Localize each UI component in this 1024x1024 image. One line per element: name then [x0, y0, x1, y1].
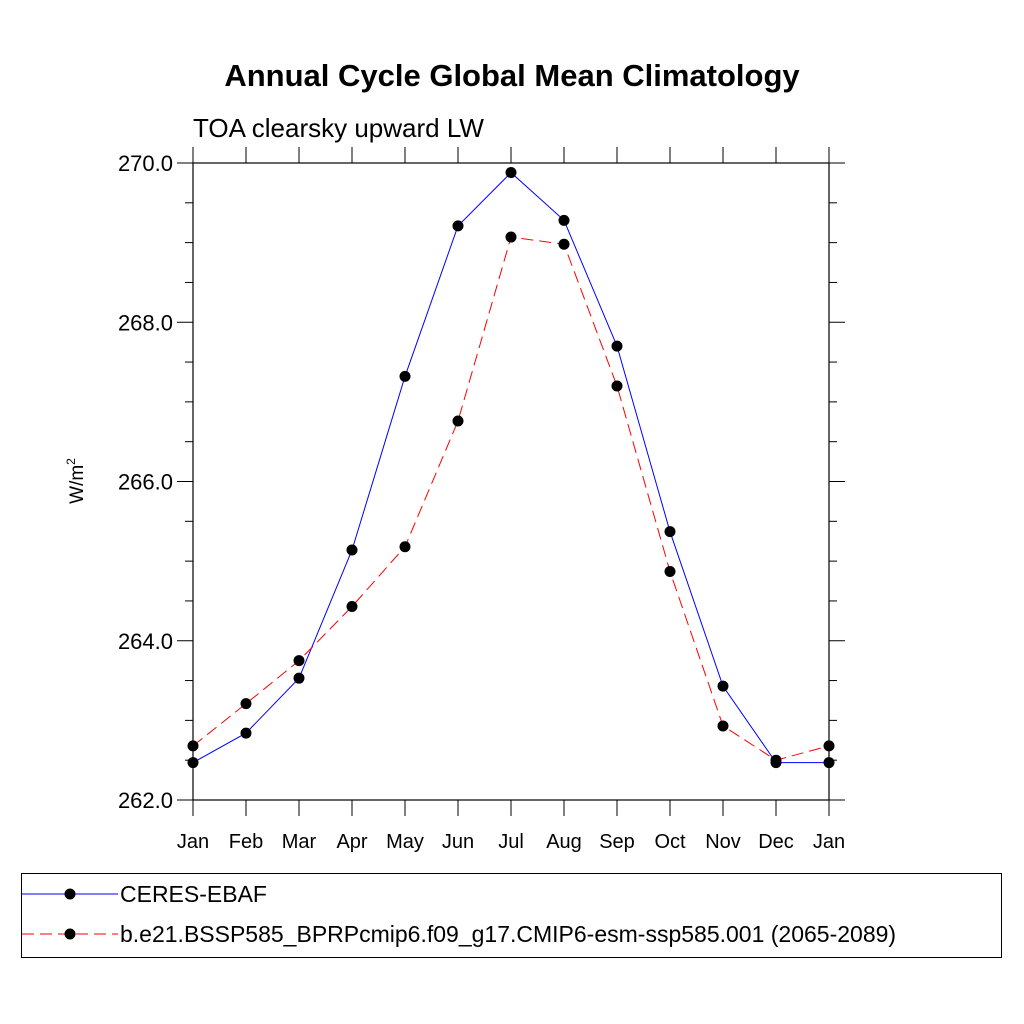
plot-frame [192, 162, 830, 801]
line-chart: 262.0 264.0 266.0 268.0 270.0 Jan Feb Mar Apr Ma… [64, 147, 845, 853]
series-1-point [346, 601, 358, 613]
x-tick-marks [192, 147, 830, 816]
series-1-point [452, 415, 464, 427]
y-axis-label: W/m2 [64, 458, 88, 504]
series-1-point [611, 380, 623, 392]
y-tick-marks [177, 162, 845, 801]
series-0-point [293, 672, 305, 684]
legend-swatch-ceres [22, 888, 118, 900]
legend-item-ceres: CERES-EBAF [22, 879, 267, 909]
legend: CERES-EBAF b.e21.BSSP585_BPRPcmip6.f09_g… [21, 873, 1002, 958]
y-tick-label: 266.0 [118, 470, 173, 495]
x-tick-label: May [386, 831, 424, 853]
x-tick-label: Dec [758, 831, 794, 853]
series-layer [187, 167, 835, 769]
legend-item-model: b.e21.BSSP585_BPRPcmip6.f09_g17.CMIP6-es… [22, 919, 896, 949]
series-1-point [770, 754, 782, 766]
series-0-point [611, 340, 623, 352]
series-0-point [452, 220, 464, 232]
series-0-point [505, 167, 517, 179]
x-tick-label: Oct [654, 831, 686, 853]
legend-label-model: b.e21.BSSP585_BPRPcmip6.f09_g17.CMIP6-es… [120, 920, 897, 947]
y-tick-label: 264.0 [118, 629, 173, 654]
series-1-point [558, 238, 570, 250]
x-tick-label: Nov [705, 831, 741, 853]
series-1-point [240, 698, 252, 710]
x-tick-label: Jan [813, 831, 845, 853]
series-1-point [717, 720, 729, 732]
chart-subtitle: TOA clearsky upward LW [193, 113, 484, 143]
x-tick-labels: Jan Feb Mar Apr May Jun Jul Aug Sep Oct Nov Dec Jan [177, 831, 845, 853]
legend-label-ceres: CERES-EBAF [120, 880, 267, 907]
series-0-point [664, 526, 676, 538]
series-0-point [823, 757, 835, 769]
legend-swatch-model [22, 928, 118, 940]
x-tick-label: Jun [442, 831, 474, 853]
x-tick-label: Jan [177, 831, 209, 853]
y-tick-label: 268.0 [118, 310, 173, 335]
x-tick-label: Jul [498, 831, 524, 853]
series-0-point [346, 544, 358, 556]
y-tick-labels: 262.0 264.0 266.0 268.0 270.0 [118, 151, 173, 813]
series-1-point [664, 565, 676, 577]
series-0-point [187, 757, 199, 769]
series-1-point [505, 231, 517, 243]
series-0-point [399, 370, 411, 382]
series-line-1 [192, 236, 830, 761]
y-axis-label-sup: 2 [64, 458, 78, 465]
series-0-point [717, 680, 729, 692]
y-tick-label: 262.0 [118, 788, 173, 813]
series-0-point [558, 214, 570, 226]
series-0-point [240, 727, 252, 739]
series-1-point [823, 740, 835, 752]
x-tick-label: Apr [336, 831, 367, 853]
series-line-0 [192, 171, 829, 764]
chart-title: Annual Cycle Global Mean Climatology [224, 58, 800, 93]
series-1-point [399, 541, 411, 553]
y-tick-label: 270.0 [118, 151, 173, 176]
y-axis-label-base: W/m [67, 465, 88, 504]
x-tick-label: Aug [546, 831, 582, 853]
series-1-point [293, 655, 305, 667]
series-1-point [187, 740, 199, 752]
x-tick-label: Sep [599, 831, 635, 853]
x-tick-label: Mar [282, 831, 317, 853]
x-tick-label: Feb [229, 831, 263, 853]
